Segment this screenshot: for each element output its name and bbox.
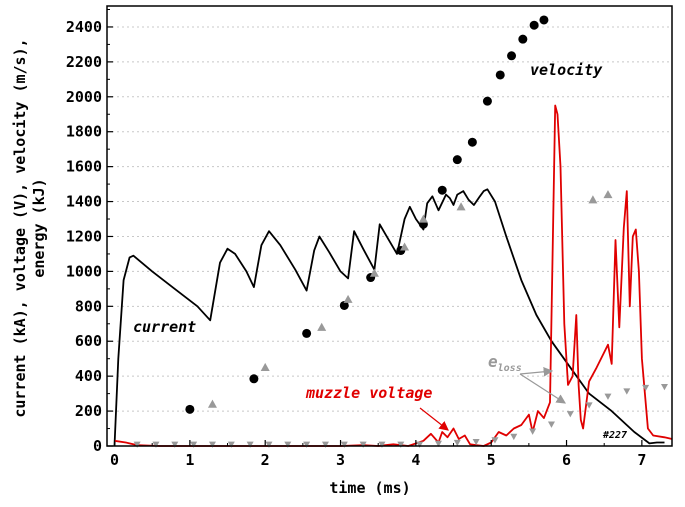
eloss-point	[547, 421, 555, 428]
y-tick-label: 1400	[66, 193, 102, 211]
x-tick-label: 7	[637, 451, 646, 469]
x-tick-label: 2	[261, 451, 270, 469]
eloss-point	[152, 441, 160, 448]
velocity-point	[302, 328, 312, 338]
eloss-arrow-1	[519, 367, 554, 377]
y-tick-label: 2400	[66, 18, 102, 36]
eloss-point	[246, 441, 254, 448]
eloss-point	[510, 433, 518, 441]
eloss-point	[303, 441, 311, 448]
velocity-point	[452, 155, 462, 165]
eloss-point	[284, 441, 292, 448]
eloss-point	[660, 384, 668, 391]
y-axis-title: current (kA), voltage (V), velocity (m/s…	[11, 38, 29, 417]
marker-layer	[133, 15, 668, 448]
x-tick-label: 3	[336, 451, 345, 469]
current-annotation: current	[133, 318, 196, 336]
muzzle-voltage-annotation: muzzle voltage	[305, 384, 432, 402]
shot-number-tag: #227	[602, 430, 627, 441]
eloss-point	[227, 441, 235, 448]
eloss-point	[585, 402, 593, 409]
eloss-point	[321, 441, 329, 448]
muzzle-voltage-arrow	[419, 407, 449, 431]
y-axis-title-line2: energy (kJ)	[30, 178, 48, 277]
eloss-point	[588, 195, 598, 204]
eloss-point	[529, 428, 537, 435]
y-tick-label: 400	[75, 367, 102, 385]
velocity-point	[495, 70, 505, 80]
ticks: 0 200 400 600 800 1000 1200 1400 1600 1800 2000 220…	[66, 8, 646, 469]
eloss-point	[434, 440, 442, 448]
eloss-label: eloss	[488, 352, 522, 374]
x-tick-label: 4	[411, 451, 420, 469]
eloss-subscript: loss	[498, 363, 522, 374]
eloss-point	[343, 294, 353, 303]
eloss-point	[340, 441, 348, 448]
y-tick-label: 1800	[66, 123, 102, 141]
eloss-point	[416, 441, 424, 448]
eloss-point	[369, 268, 379, 277]
eloss-arrow-2	[519, 373, 567, 404]
y-tick-label: 1200	[66, 227, 102, 245]
eloss-point	[260, 362, 270, 372]
eloss-point	[566, 411, 574, 418]
eloss-point	[603, 190, 613, 199]
x-axis-title: time (ms)	[329, 479, 410, 497]
eloss-point	[604, 393, 612, 400]
eloss-point	[317, 322, 327, 331]
velocity-point	[529, 20, 539, 30]
eloss-point	[378, 441, 386, 448]
y-tick-label: 1600	[66, 158, 102, 176]
eloss-point	[265, 441, 273, 448]
y-tick-label: 0	[93, 437, 102, 455]
eloss-point	[456, 202, 466, 211]
eloss-point	[208, 441, 216, 448]
y-tick-label: 2200	[66, 53, 102, 71]
y-tick-label: 200	[75, 402, 102, 420]
velocity-annotation: velocity	[530, 61, 603, 79]
eloss-point	[472, 439, 480, 446]
velocity-point	[437, 185, 447, 195]
eloss-point	[400, 242, 410, 251]
velocity-point	[249, 374, 259, 384]
eloss-base: e	[488, 352, 498, 371]
eloss-point	[491, 437, 499, 444]
eloss-point	[397, 441, 405, 448]
eloss-annotation: eloss	[488, 352, 522, 374]
x-tick-label: 1	[185, 451, 194, 469]
eloss-point	[207, 399, 217, 408]
eloss-point	[190, 441, 198, 448]
y-tick-label: 1000	[66, 262, 102, 280]
eloss-point	[623, 388, 631, 395]
eloss-point	[171, 441, 179, 448]
y-tick-label: 800	[75, 297, 102, 315]
grid	[107, 26, 672, 412]
velocity-point	[467, 137, 477, 147]
x-tick-label: 5	[487, 451, 496, 469]
velocity-point	[339, 300, 349, 310]
velocity-point	[539, 15, 549, 25]
velocity-point	[507, 51, 517, 61]
plot-frame	[106, 5, 673, 447]
velocity-point	[185, 404, 195, 414]
eloss-point	[453, 439, 461, 447]
eloss-point	[418, 214, 428, 223]
eloss-point	[359, 441, 367, 448]
y-tick-label: 2000	[66, 88, 102, 106]
velocity-point	[518, 34, 528, 44]
eloss-point	[133, 441, 141, 448]
y-tick-label: 600	[75, 332, 102, 350]
current-line	[113, 188, 665, 447]
x-tick-label: 0	[110, 451, 119, 469]
x-tick-label: 6	[562, 451, 571, 469]
eloss-point	[642, 384, 650, 392]
velocity-point	[482, 96, 492, 106]
